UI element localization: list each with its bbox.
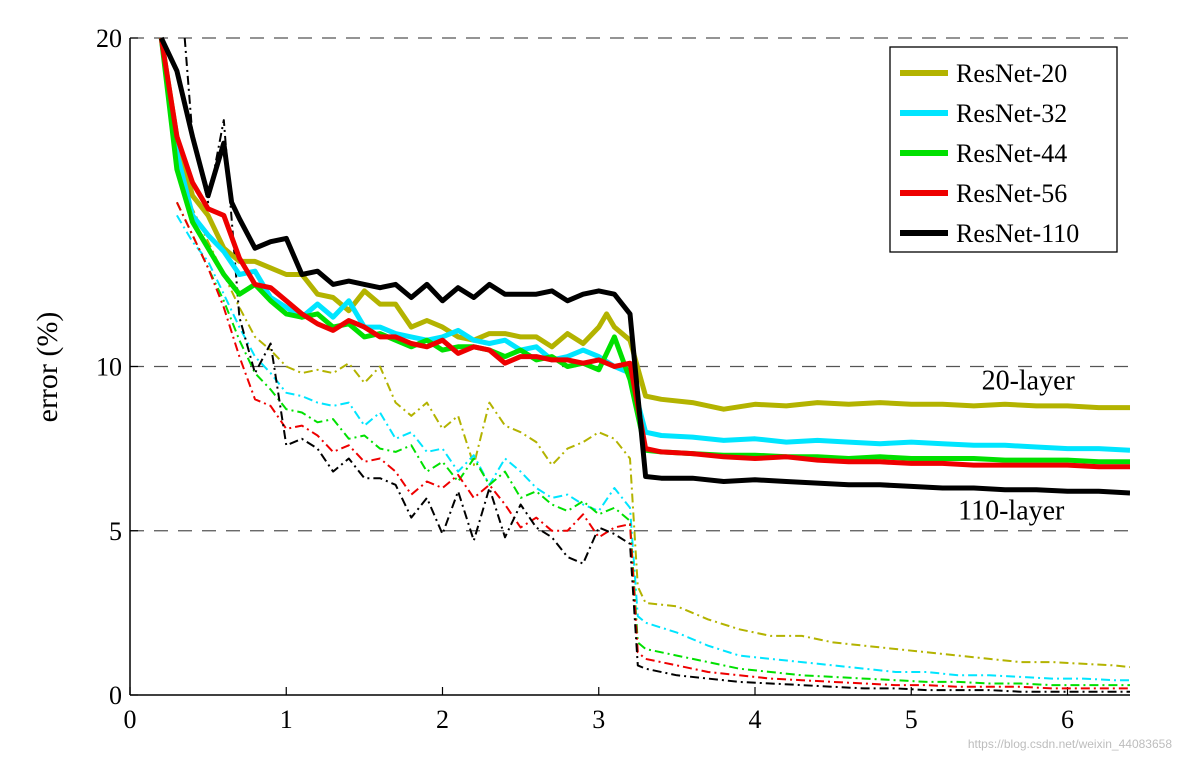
resnet-56-test-line xyxy=(158,37,1130,470)
resnet-32-train-line xyxy=(176,214,1130,682)
annotation-0: 20-layer xyxy=(982,365,1076,396)
y-tick-label: 5 xyxy=(109,517,122,546)
resnet-32-test-line xyxy=(158,37,1130,453)
resnet-56-train-line xyxy=(175,201,1130,690)
resnet-44-train-line xyxy=(175,201,1130,687)
x-tick-label: 2 xyxy=(436,705,449,734)
annotations: 20-layer 110-layer xyxy=(958,365,1075,526)
y-tick-label: 10 xyxy=(96,353,122,382)
resnet-20-train-line xyxy=(175,169,1130,669)
legend-label: ResNet-44 xyxy=(956,139,1067,168)
tick-labels: 0 1 2 3 4 5 6 0 5 10 20 xyxy=(96,24,1074,734)
legend: ResNet-20 ResNet-32 ResNet-44 ResNet-56 ResN… xyxy=(889,46,1118,253)
legend-label: ResNet-20 xyxy=(956,59,1067,88)
x-tick-label: 3 xyxy=(592,705,605,734)
legend-label: ResNet-32 xyxy=(956,99,1067,128)
resnet-20-test-line xyxy=(158,37,1130,412)
legend-label: ResNet-56 xyxy=(956,179,1067,208)
legend-box xyxy=(889,46,1118,253)
x-tick-label: 6 xyxy=(1061,705,1074,734)
train-error-lines xyxy=(175,37,1130,693)
legend-label: ResNet-110 xyxy=(956,219,1079,248)
y-axis-label: error (%) xyxy=(31,312,64,423)
resnet-110-test-line xyxy=(159,36,1130,496)
resnet-110-train-line xyxy=(183,37,1130,693)
y-tick-label: 20 xyxy=(96,24,122,53)
x-tick-label: 0 xyxy=(124,705,137,734)
x-tick-label: 1 xyxy=(280,705,293,734)
x-tick-label: 5 xyxy=(905,705,918,734)
test-error-lines xyxy=(158,36,1130,496)
annotation-1: 110-layer xyxy=(958,495,1065,526)
y-tick-label: 0 xyxy=(109,681,122,710)
watermark: https://blog.csdn.net/weixin_44083658 xyxy=(968,737,1172,751)
x-tick-label: 4 xyxy=(749,705,762,734)
